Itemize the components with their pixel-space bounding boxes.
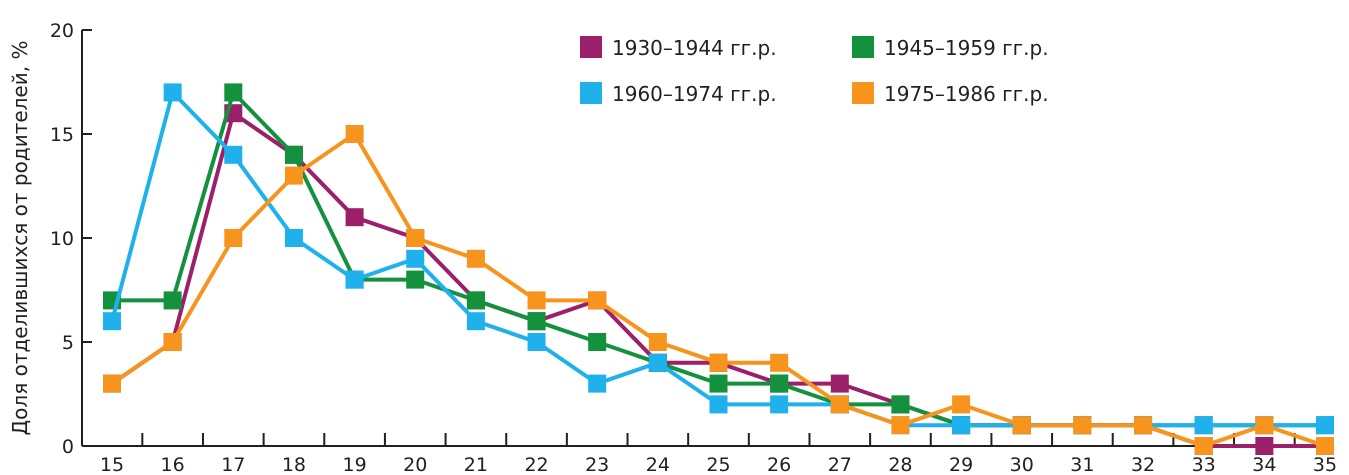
data-point: [588, 374, 607, 393]
data-point: [891, 395, 910, 414]
data-point: [952, 416, 971, 435]
series: [103, 83, 1334, 435]
data-point: [709, 374, 728, 393]
data-point: [103, 312, 121, 331]
data-point: [345, 270, 364, 289]
x-tick-label: 26: [767, 454, 791, 475]
legend-item: 1945–1959 гг.р.: [852, 36, 1049, 60]
data-point: [163, 83, 182, 102]
x-tick-label: 23: [585, 454, 609, 475]
legend: 1930–1944 гг.р. 1945–1959 гг.р. 1960–197…: [580, 36, 1049, 106]
data-point: [284, 166, 303, 185]
legend-swatch: [852, 36, 874, 58]
legend-label: 1930–1944 гг.р.: [612, 36, 777, 60]
data-point: [709, 353, 728, 372]
x-tick-label: 18: [282, 454, 306, 475]
data-point: [163, 333, 182, 351]
x-tick-label: 19: [343, 454, 367, 475]
legend-label: 1945–1959 гг.р.: [884, 36, 1049, 60]
legend-swatch: [580, 82, 602, 104]
data-point: [1073, 416, 1092, 435]
data-point: [648, 353, 667, 372]
data-point: [224, 145, 243, 164]
x-tick-label: 29: [949, 454, 973, 475]
x-tick-label: 16: [161, 454, 185, 475]
x-tick-label: 30: [1010, 454, 1034, 475]
legend-swatch: [580, 36, 602, 58]
legend-label: 1975–1986 гг.р.: [884, 82, 1049, 106]
x-tick-label: 22: [524, 454, 548, 475]
y-tick-label: 10: [50, 228, 74, 250]
data-point: [952, 395, 971, 414]
data-point: [588, 333, 607, 351]
x-ticks: 15 16 17 18 19 20 21 22 23 24 25 26 27 28 29 30 31 32 33 34…: [100, 433, 1337, 475]
x-tick-label: 21: [464, 454, 488, 475]
data-point: [891, 416, 910, 435]
x-tick-label: 31: [1070, 454, 1094, 475]
data-point: [466, 312, 485, 331]
data-point: [1194, 437, 1213, 455]
legend-item: 1960–1974 гг.р.: [580, 82, 777, 106]
x-tick-label: 35: [1313, 454, 1337, 475]
legend-label: 1960–1974 гг.р.: [612, 82, 777, 106]
x-tick-label: 20: [403, 454, 427, 475]
data-point: [648, 333, 667, 351]
series-group: [103, 83, 1334, 455]
legend-item: 1930–1944 гг.р.: [580, 36, 777, 60]
data-point: [527, 333, 546, 351]
data-point: [103, 374, 121, 393]
data-point: [1316, 416, 1334, 435]
x-tick-label: 27: [828, 454, 852, 475]
data-point: [345, 208, 364, 227]
x-tick-label: 28: [888, 454, 912, 475]
legend-swatch: [852, 82, 874, 104]
data-point: [406, 229, 425, 247]
data-point: [406, 270, 425, 289]
data-point: [830, 374, 849, 393]
data-point: [527, 291, 546, 310]
data-point: [830, 395, 849, 414]
data-point: [1194, 416, 1213, 435]
y-tick-label: 0: [62, 436, 74, 458]
data-point: [1134, 416, 1153, 435]
data-point: [770, 353, 789, 372]
data-point: [1012, 416, 1031, 435]
data-point: [284, 145, 303, 164]
y-tick-label: 20: [50, 20, 74, 42]
data-point: [466, 291, 485, 310]
data-point: [1255, 416, 1274, 435]
data-point: [224, 229, 243, 247]
y-tick-label: 5: [62, 332, 74, 354]
data-point: [284, 229, 303, 247]
data-point: [1316, 437, 1334, 455]
data-point: [709, 395, 728, 414]
x-tick-label: 15: [100, 454, 124, 475]
data-point: [527, 312, 546, 331]
data-point: [466, 249, 485, 268]
x-tick-label: 17: [221, 454, 245, 475]
data-point: [1255, 437, 1274, 455]
x-tick-label: 34: [1252, 454, 1276, 475]
y-tick-label: 15: [50, 124, 74, 146]
data-point: [224, 83, 243, 102]
data-point: [770, 374, 789, 393]
data-point: [163, 291, 182, 310]
data-point: [345, 125, 364, 143]
data-point: [770, 395, 789, 414]
x-tick-label: 32: [1131, 454, 1155, 475]
data-point: [406, 249, 425, 268]
x-tick-label: 25: [706, 454, 730, 475]
data-point: [588, 291, 607, 310]
legend-item: 1975–1986 гг.р.: [852, 82, 1049, 106]
x-tick-label: 24: [646, 454, 670, 475]
series: [103, 125, 1334, 455]
y-ticks: 0 5 10 15 20: [50, 20, 92, 458]
x-tick-label: 33: [1192, 454, 1216, 475]
y-axis-label: Доля отделившихся от родителей, %: [8, 41, 32, 436]
